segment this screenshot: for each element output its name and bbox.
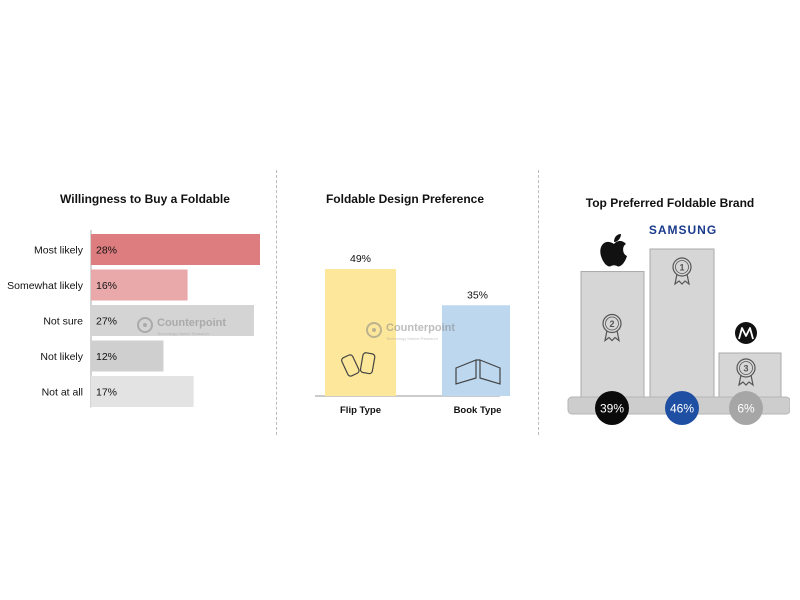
divider-right [538, 170, 539, 435]
watermark-logo-icon [137, 316, 153, 333]
bar-somewhat-likely [91, 269, 188, 301]
rank-medal-icon [602, 313, 622, 342]
watermark-tagline: Technology Market Research [157, 331, 209, 336]
bar-not-at-all [91, 376, 194, 407]
samsung-logo: SAMSUNG [648, 223, 718, 237]
category-label-not-sure: Not sure [43, 316, 83, 328]
share-badge-apple [595, 391, 629, 425]
apple-logo-icon [600, 234, 627, 267]
rank-number-samsung: 1 [679, 263, 684, 273]
value-label-book-type: 35% [467, 289, 488, 301]
value-label-not-at-all: 17% [96, 387, 117, 399]
design-chart: 49% Flip Type 35% Book Type [315, 253, 510, 416]
bar-most-likely [91, 234, 260, 265]
chart-title-brand: Top Preferred Foldable Brand [585, 196, 755, 210]
share-label-apple: 39% [600, 402, 624, 416]
share-badge-samsung [665, 391, 699, 425]
flip-phone-icon [341, 352, 376, 377]
motorola-logo-icon [735, 322, 757, 344]
rank-medal-icon [736, 358, 756, 387]
rank-number-apple: 2 [609, 319, 614, 329]
podium-apple [580, 271, 645, 398]
category-label-not-at-all: Not at all [42, 387, 83, 399]
category-label-book-type: Book Type [454, 405, 502, 416]
willingness-chart: Most likely 28% Somewhat likely 16% Not sure… [7, 230, 260, 408]
share-badge-motorola [729, 391, 763, 425]
divider-left [276, 170, 277, 435]
bar-not-sure [91, 305, 254, 336]
bar-book-type [442, 305, 510, 396]
watermark-tagline: Technology Market Research [386, 336, 438, 341]
category-label-somewhat-likely: Somewhat likely [7, 280, 84, 292]
book-phone-icon [455, 359, 501, 385]
brand-chart: 2 1 3 39% 46% 6% [567, 234, 790, 425]
category-label-most-likely: Most likely [34, 245, 84, 257]
value-label-not-sure: 27% [96, 316, 117, 328]
watermark-1: Counterpoint Technology Market Research [137, 313, 226, 336]
chart-title-design: Foldable Design Preference [325, 192, 485, 206]
bar-not-likely [91, 340, 164, 372]
share-label-motorola: 6% [737, 402, 755, 416]
share-label-samsung: 46% [670, 402, 694, 416]
watermark-logo-icon [366, 321, 382, 338]
chart-title-willingness: Willingness to Buy a Foldable [60, 192, 230, 206]
value-label-flip-type: 49% [350, 253, 371, 265]
category-label-flip-type: Flip Type [340, 405, 381, 416]
rank-medal-icon [672, 257, 692, 286]
rank-number-motorola: 3 [743, 364, 748, 374]
value-label-most-likely: 28% [96, 245, 117, 257]
bar-flip-type [325, 269, 396, 396]
watermark-2: Counterpoint Technology Market Research [366, 318, 455, 341]
category-label-not-likely: Not likely [40, 351, 83, 363]
watermark-name: Counterpoint [157, 317, 227, 329]
watermark-name: Counterpoint [386, 322, 456, 334]
value-label-somewhat-likely: 16% [96, 280, 117, 292]
value-label-not-likely: 12% [96, 351, 117, 363]
